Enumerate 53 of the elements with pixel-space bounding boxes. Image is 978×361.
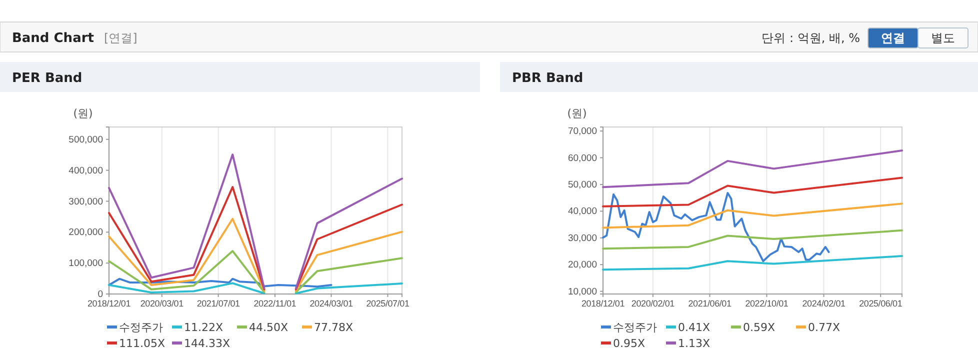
- x-tick-label: 2021/06/01: [688, 298, 732, 308]
- y-tick-label: 0: [98, 289, 103, 300]
- legend-label: 0.59X: [743, 321, 776, 334]
- x-tick-label: 2018/12/01: [87, 298, 131, 308]
- text: [연결]: [104, 31, 138, 45]
- y-tick-label: 30,000: [568, 232, 597, 244]
- x-tick-label: 2022/10/01: [745, 298, 788, 308]
- line-series: [602, 202, 903, 229]
- line-series: [108, 278, 332, 288]
- line-series: [602, 229, 903, 250]
- line-series: [602, 255, 903, 271]
- y-tick-label: 100,000: [68, 258, 103, 270]
- x-tick-label: 2021/07/01: [196, 298, 240, 308]
- x-tick-label: 2024/03/01: [310, 298, 353, 308]
- line-series: [602, 150, 903, 188]
- x-tick-label: 2020/02/01: [631, 298, 675, 308]
- legend-label: 0.41X: [678, 321, 710, 334]
- text: Band Chart: [12, 31, 94, 46]
- x-tick-label: 2020/03/01: [140, 298, 184, 308]
- legend-label: 0.95X: [613, 337, 646, 350]
- y-tick-label: 300,000: [68, 196, 103, 208]
- line-series: [602, 192, 830, 262]
- y-tick-label: 200,000: [68, 227, 103, 238]
- legend-label: 144.33X: [184, 337, 230, 350]
- legend-label: 0.77X: [808, 321, 840, 334]
- legend-label: 111.05X: [119, 337, 166, 350]
- text: 단위 : 억원, 배, %: [762, 31, 860, 45]
- legend-label: 44.50X: [249, 321, 288, 334]
- x-tick-label: 2018/12/01: [581, 298, 625, 308]
- legend-label: 수정주가: [613, 321, 657, 334]
- x-tick-label: 2025/07/01: [366, 298, 410, 308]
- y-tick-label: 10,000: [568, 286, 597, 298]
- y-tick-label: 40,000: [568, 206, 597, 218]
- y-tick-label: 60,000: [568, 152, 597, 164]
- x-tick-label: 2022/11/01: [254, 298, 296, 308]
- chart-title: PER Band: [12, 71, 82, 86]
- legend-label: 1.13X: [678, 337, 710, 350]
- x-tick-label: 2025/06/01: [859, 298, 902, 308]
- y-axis-title: (원): [567, 107, 587, 120]
- y-tick-label: 50,000: [568, 179, 597, 190]
- x-tick-label: 2024/02/01: [802, 298, 846, 308]
- line-series: [602, 176, 903, 208]
- text: 별도: [931, 31, 955, 45]
- y-axis-title: (원): [73, 107, 93, 120]
- legend-label: 11.22X: [184, 321, 224, 334]
- text: 연결: [881, 31, 905, 45]
- chart-title: PBR Band: [512, 71, 584, 86]
- y-tick-label: 400,000: [68, 165, 103, 176]
- legend-label: 77.78X: [314, 321, 354, 334]
- y-tick-label: 20,000: [568, 260, 597, 271]
- y-tick-label: 70,000: [568, 126, 597, 138]
- y-tick-label: 500,000: [68, 134, 103, 146]
- legend-label: 수정주가: [119, 321, 163, 334]
